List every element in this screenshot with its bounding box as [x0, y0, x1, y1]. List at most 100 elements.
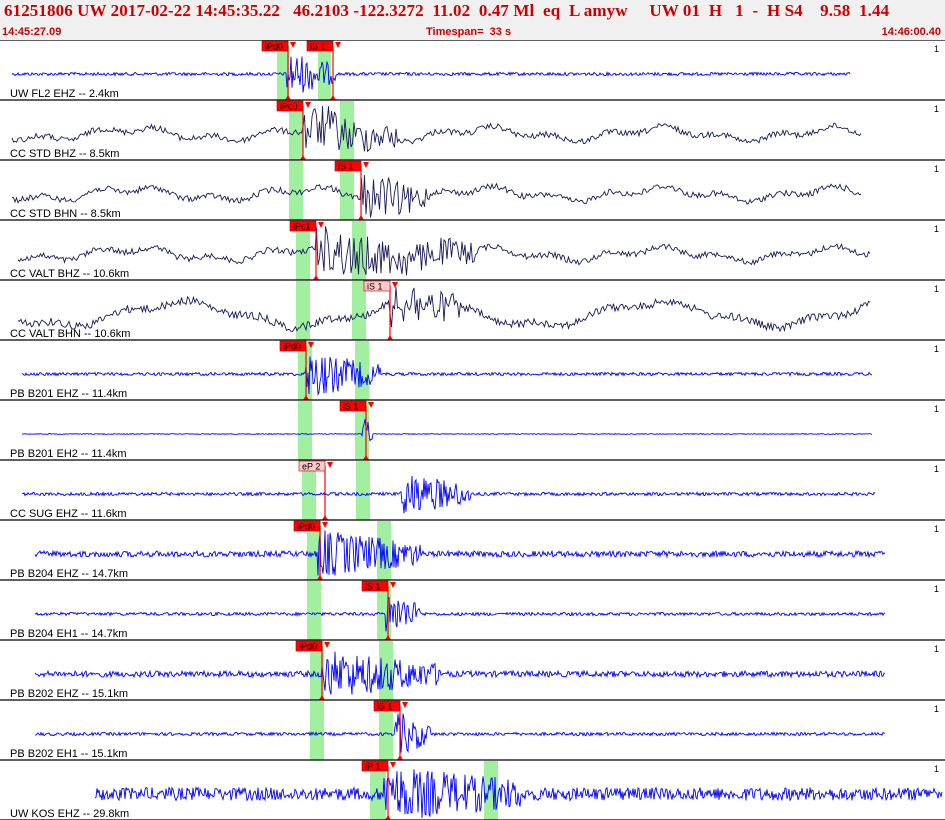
- pick-flag[interactable]: [293, 520, 321, 532]
- pick-window: [310, 641, 324, 700]
- pick-label: iS 1: [365, 582, 381, 592]
- pick-label: iS 1: [343, 402, 359, 412]
- pick-flag[interactable]: [298, 460, 326, 472]
- pick-window: [340, 161, 354, 220]
- trace-scale: 1: [934, 284, 939, 294]
- trace-scale: 1: [934, 224, 939, 234]
- trace-label: PB B204 EH1 -- 14.7km: [10, 628, 127, 640]
- pick-top-arrow: [363, 162, 369, 168]
- pick-flag[interactable]: [363, 280, 391, 292]
- trace-label: UW FL2 EHZ -- 2.4km: [10, 88, 119, 100]
- waveform-trace: [22, 419, 873, 442]
- pick-flag[interactable]: [261, 40, 289, 52]
- waveform-trace: [34, 530, 886, 576]
- trace-scale: 1: [934, 704, 939, 714]
- pick-top-arrow: [402, 702, 408, 708]
- pick-window: [355, 341, 369, 400]
- end-time: 14:46:00.40: [881, 26, 941, 38]
- trace-label: PB B201 EHZ -- 11.4km: [10, 388, 127, 400]
- waveform-trace: [34, 651, 886, 695]
- trace-scale: 1: [934, 764, 939, 774]
- pick-label: iS 1: [310, 42, 326, 52]
- pick-bottom-arrow: [397, 755, 403, 760]
- pick-label: iS 1: [377, 702, 393, 712]
- pick-window: [277, 41, 289, 100]
- trace-label: PB B204 EHZ -- 14.7km: [10, 568, 128, 580]
- pick-bottom-arrow: [385, 815, 391, 820]
- pick-window: [307, 581, 321, 640]
- waveform-trace: [94, 769, 943, 818]
- pick-window: [370, 761, 386, 820]
- pick-window: [310, 701, 324, 760]
- timespan-label: Timespan= 33 s: [426, 26, 512, 38]
- pick-bottom-arrow: [303, 395, 309, 400]
- pick-window: [302, 461, 316, 520]
- trace-scale: 1: [934, 464, 939, 474]
- pick-window: [298, 401, 312, 460]
- pick-flag[interactable]: [361, 580, 389, 592]
- pick-bottom-arrow: [317, 575, 323, 580]
- waveform-trace: [34, 597, 886, 632]
- pick-top-arrow: [322, 522, 328, 528]
- pick-label: iPd0: [283, 342, 301, 352]
- pick-flag[interactable]: [339, 400, 367, 412]
- trace-scale: 1: [934, 44, 939, 54]
- pick-top-arrow: [368, 402, 374, 408]
- pick-window: [484, 761, 498, 820]
- pick-top-arrow: [390, 582, 396, 588]
- pick-top-arrow: [327, 462, 333, 468]
- pick-flag[interactable]: [361, 760, 389, 772]
- pick-flag[interactable]: [295, 640, 323, 652]
- pick-top-arrow: [390, 762, 396, 768]
- pick-window: [352, 281, 366, 340]
- trace-scale: 1: [934, 164, 939, 174]
- pick-top-arrow: [392, 282, 398, 288]
- trace-label: UW KOS EHZ -- 29.8km: [10, 808, 129, 820]
- trace-label: PB B202 EH1 -- 15.1km: [10, 748, 127, 760]
- pick-label: iPd0: [299, 642, 317, 652]
- pick-bottom-arrow: [363, 455, 369, 460]
- trace-scale: 1: [934, 104, 939, 114]
- pick-bottom-arrow: [322, 515, 328, 520]
- pick-flag[interactable]: [306, 40, 334, 52]
- pick-top-arrow: [308, 342, 314, 348]
- pick-bottom-arrow: [285, 95, 291, 100]
- pick-top-arrow: [305, 102, 311, 108]
- pick-label: iS 1: [367, 282, 383, 292]
- seismogram-panel[interactable]: iPd0 iS 1 UW FL2 EHZ -- 2.4km 1 iPc0 CC STD B…: [0, 40, 945, 820]
- trace-label: CC STD BHN -- 8.5km: [10, 208, 121, 220]
- trace-scale: 1: [934, 524, 939, 534]
- pick-window: [289, 161, 303, 220]
- pick-window: [379, 701, 393, 760]
- pick-label: iPc1: [293, 222, 311, 232]
- start-time: 14:45:27.09: [2, 26, 62, 38]
- waveform-trace: [34, 713, 886, 754]
- pick-window: [296, 281, 310, 340]
- waveform-trace: [21, 356, 873, 397]
- trace-scale: 1: [934, 404, 939, 414]
- pick-flag[interactable]: [276, 100, 304, 112]
- pick-label: iPd0: [297, 522, 315, 532]
- trace-label: PB B202 EHZ -- 15.1km: [10, 688, 128, 700]
- trace-label: CC SUG EHZ -- 11.6km: [10, 508, 127, 520]
- waveform-trace: [11, 106, 862, 153]
- pick-label: iPd0: [265, 42, 283, 52]
- waveform-trace: [11, 56, 851, 93]
- waveform-trace: [21, 475, 876, 514]
- trace-label: CC VALT BHN -- 10.6km: [10, 328, 130, 340]
- pick-flag[interactable]: [279, 340, 307, 352]
- pick-bottom-arrow: [385, 635, 391, 640]
- waveform-trace: [17, 287, 871, 333]
- pick-flag[interactable]: [289, 220, 317, 232]
- pick-flag[interactable]: [334, 160, 362, 172]
- pick-label: iP 1: [365, 762, 380, 772]
- pick-bottom-arrow: [358, 215, 364, 220]
- trace-label: PB B201 EH2 -- 11.4km: [10, 448, 127, 460]
- waveform-trace: [11, 175, 862, 218]
- pick-flag[interactable]: [373, 700, 401, 712]
- trace-label: CC STD BHZ -- 8.5km: [10, 148, 119, 160]
- pick-top-arrow: [335, 42, 341, 48]
- pick-window: [318, 41, 331, 100]
- pick-label: iS 1: [338, 162, 354, 172]
- pick-bottom-arrow: [319, 695, 325, 700]
